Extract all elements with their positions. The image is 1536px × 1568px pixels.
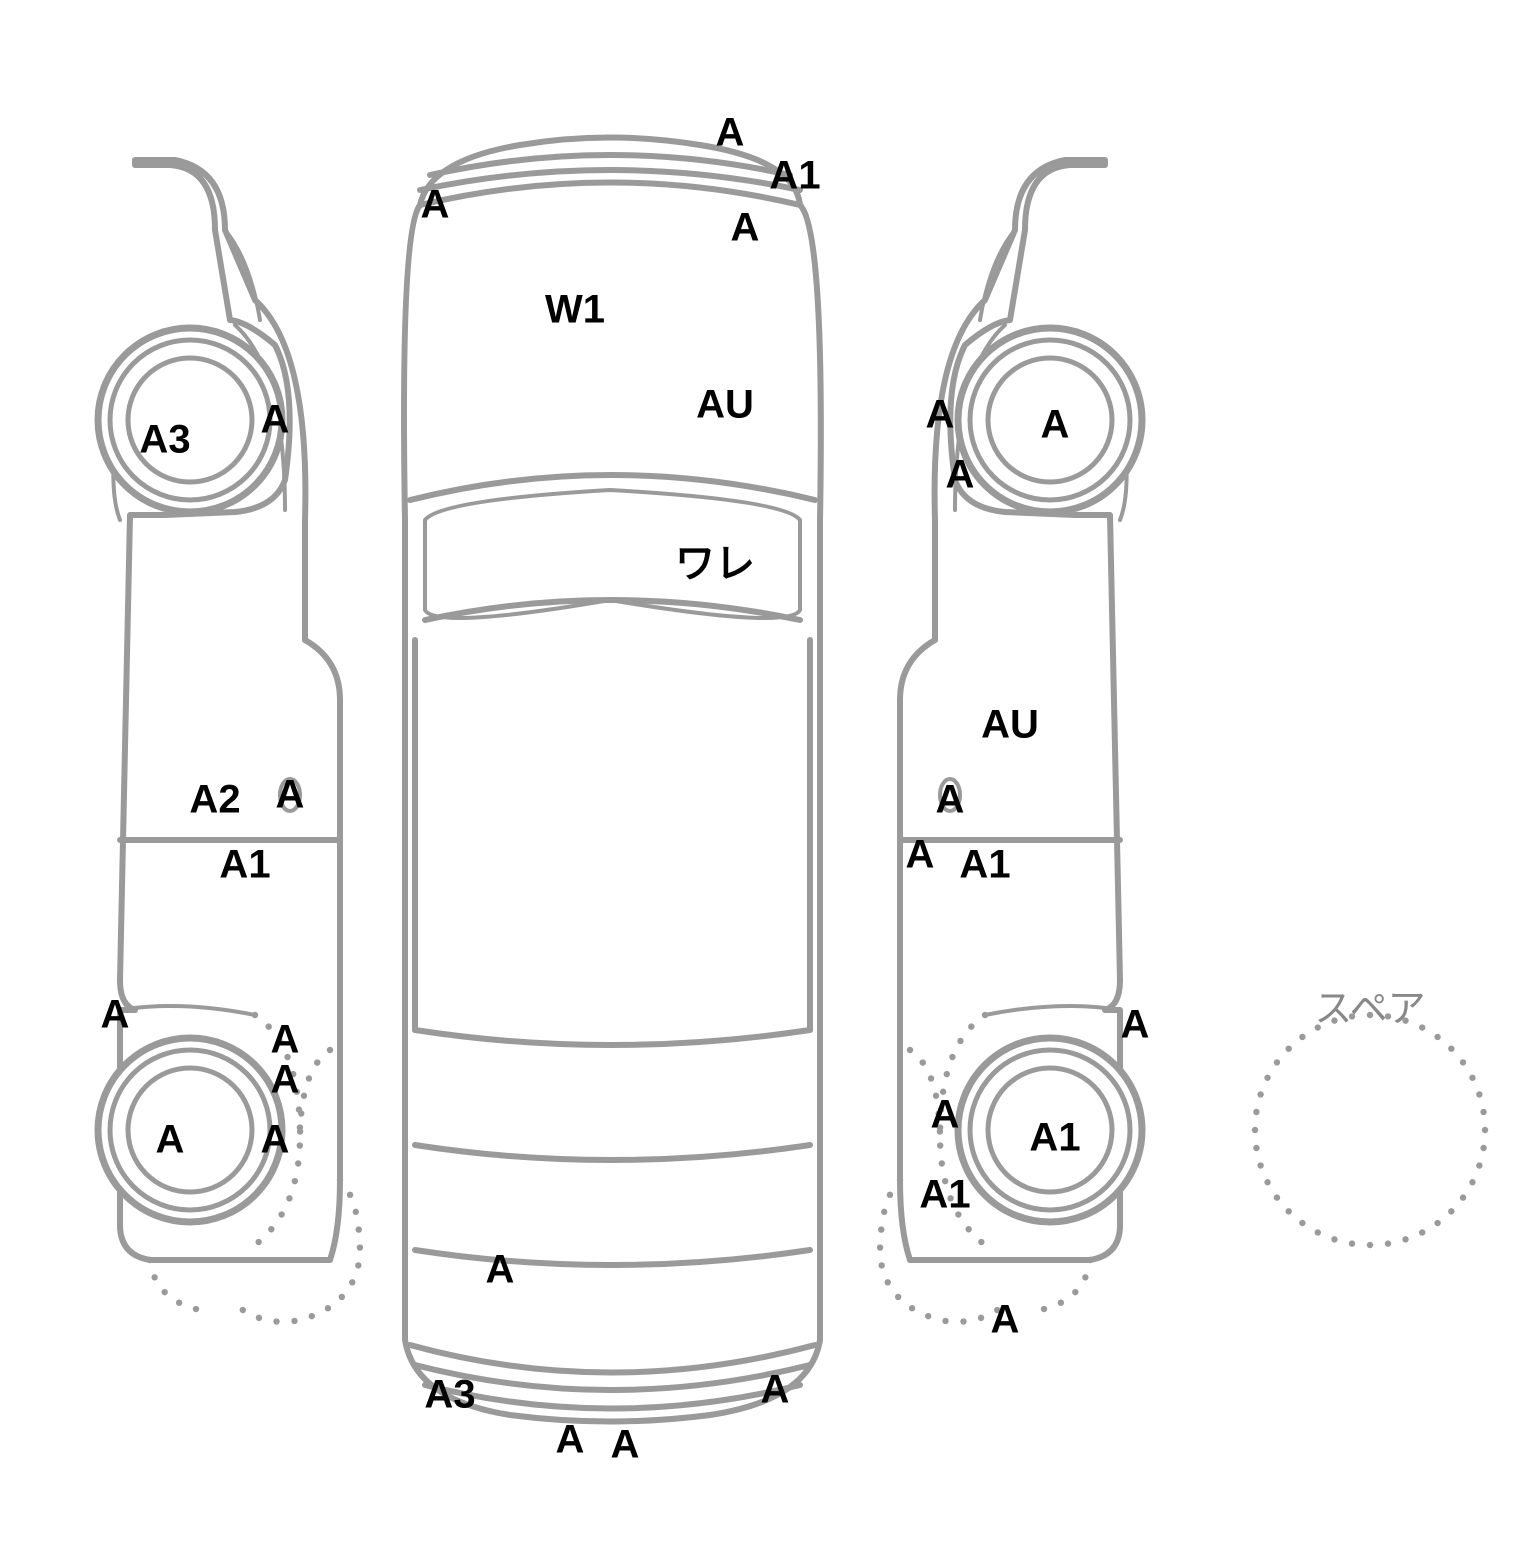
damage-code-label: ワレ bbox=[675, 531, 755, 589]
damage-code-label: A1 bbox=[1029, 1116, 1080, 1161]
damage-code-label: A bbox=[261, 398, 290, 443]
damage-code-label: A bbox=[276, 773, 305, 818]
spare-tire-label: スペア bbox=[1314, 978, 1425, 1033]
damage-code-label: A bbox=[946, 453, 975, 498]
damage-code-label: A bbox=[486, 1248, 515, 1293]
damage-code-label: A2 bbox=[189, 778, 240, 823]
damage-code-label: A bbox=[556, 1418, 585, 1463]
damage-code-label: A bbox=[931, 1093, 960, 1138]
damage-code-label: A bbox=[421, 183, 450, 228]
damage-code-label: W1 bbox=[545, 288, 605, 333]
damage-code-label: A bbox=[991, 1298, 1020, 1343]
damage-code-label: A bbox=[731, 206, 760, 251]
damage-code-label: A1 bbox=[919, 1173, 970, 1218]
damage-code-label: A bbox=[271, 1018, 300, 1063]
damage-code-label: A3 bbox=[139, 418, 190, 463]
damage-code-label: A bbox=[936, 778, 965, 823]
damage-code-label: A1 bbox=[219, 843, 270, 888]
damage-code-label: A bbox=[156, 1118, 185, 1163]
damage-code-label: A bbox=[1041, 403, 1070, 448]
damage-code-label: A bbox=[261, 1118, 290, 1163]
damage-code-label: A bbox=[271, 1058, 300, 1103]
damage-code-label: A bbox=[906, 833, 935, 878]
damage-code-label: A1 bbox=[959, 843, 1010, 888]
damage-code-label: A3 bbox=[424, 1373, 475, 1418]
damage-code-label: A bbox=[926, 393, 955, 438]
damage-code-label: A bbox=[761, 1368, 790, 1413]
damage-code-label: A bbox=[611, 1423, 640, 1468]
damage-code-label: A1 bbox=[769, 154, 820, 199]
damage-code-label: A bbox=[1121, 1003, 1150, 1048]
damage-code-label: A bbox=[101, 993, 130, 1038]
damage-code-label: A bbox=[716, 111, 745, 156]
damage-code-label: AU bbox=[696, 383, 754, 428]
damage-code-label: AU bbox=[981, 703, 1039, 748]
